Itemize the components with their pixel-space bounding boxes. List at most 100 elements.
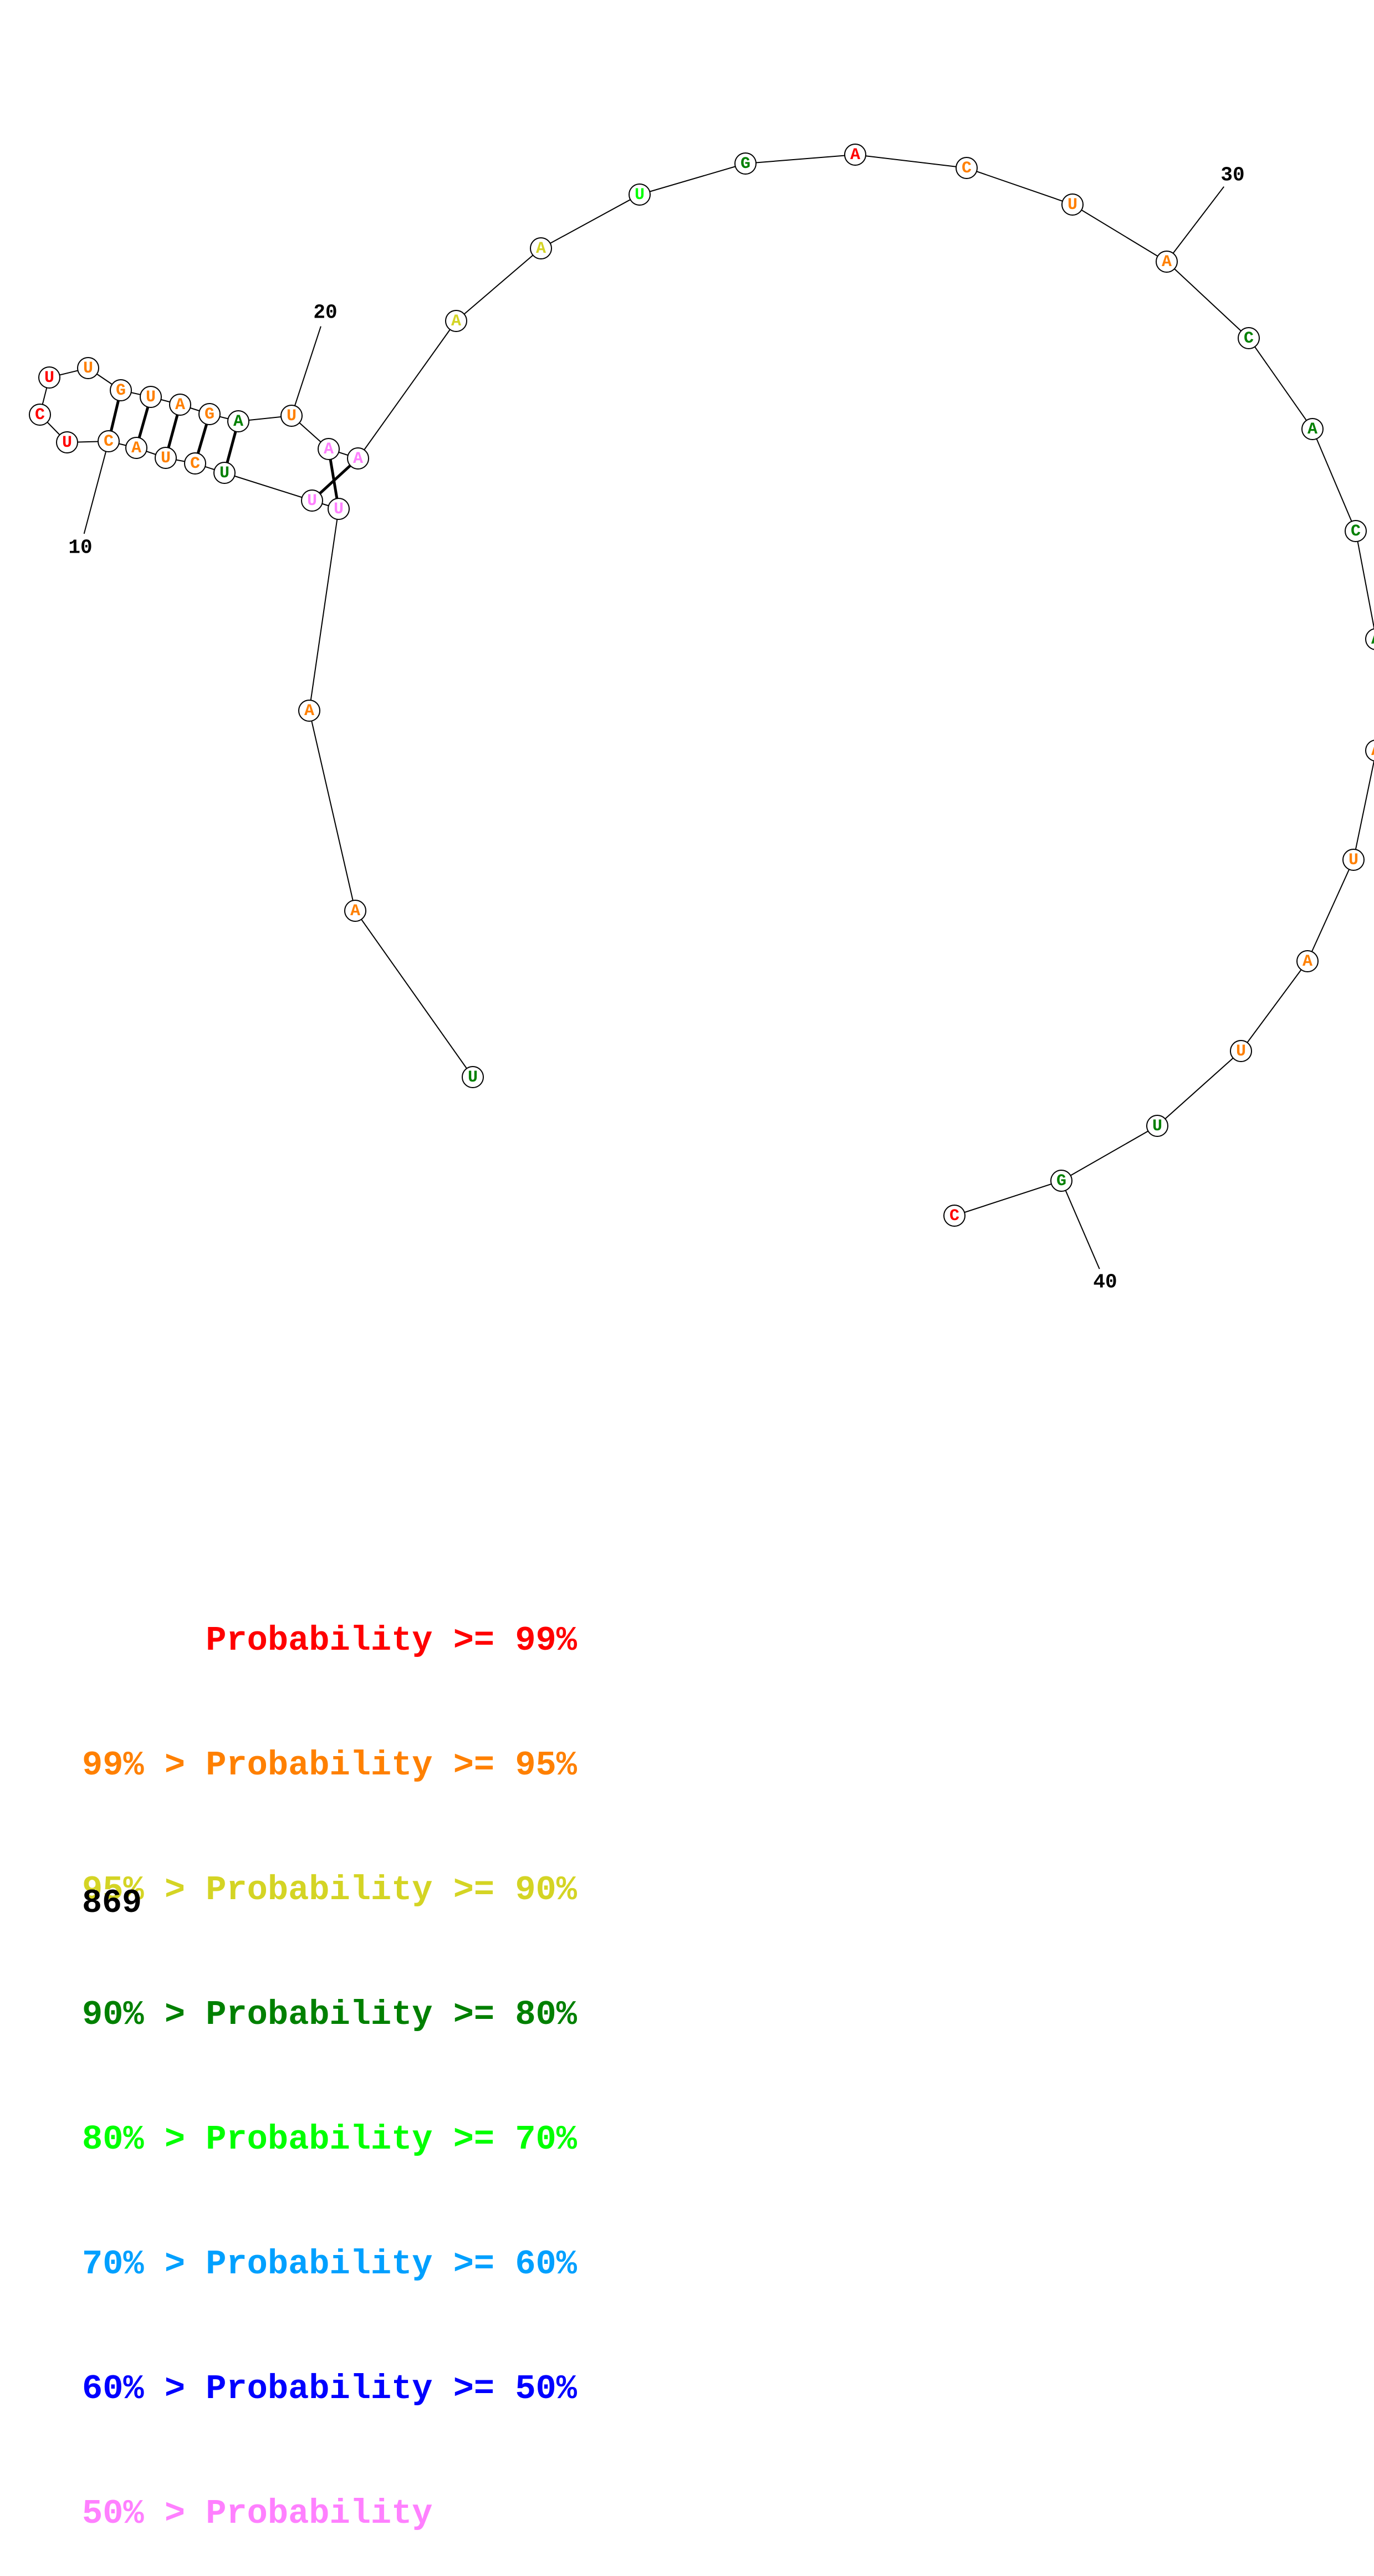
base-pair-bond	[167, 414, 179, 448]
nucleotide-circle	[344, 900, 366, 922]
nucleotide-14: U	[77, 357, 99, 379]
nucleotide-circle	[98, 430, 120, 452]
legend-text: Probability >= 80%	[206, 1995, 577, 2034]
nucleotide-circle	[328, 498, 350, 520]
index-tick	[83, 451, 107, 534]
nucleotide-circle	[1230, 1040, 1252, 1062]
backbone-segment	[1355, 530, 1374, 631]
nucleotides: UAAUUUCUACUCUUGUAGAUAAAAUGACUACACAAUAUUG…	[29, 144, 1374, 1227]
nucleotide-2: A	[344, 900, 366, 922]
index-tick	[1172, 186, 1225, 254]
backbone-segment	[309, 508, 339, 711]
nucleotide-32: A	[1301, 418, 1324, 440]
base-pair-bond	[137, 406, 150, 438]
legend-text: Probability >= 50%	[206, 2369, 577, 2409]
nucleotide-letter: U	[1152, 1117, 1162, 1136]
legend-row-7: 50% > Probability	[82, 2493, 577, 2534]
nucleotide-circle	[844, 144, 866, 166]
legend-prefix: 50% >	[82, 2494, 206, 2533]
nucleotide-28: C	[956, 157, 978, 179]
nucleotide-21: A	[318, 438, 340, 460]
nucleotide-25: U	[629, 183, 651, 206]
nucleotide-circle	[125, 437, 147, 459]
legend-row-2: 95% > Probability >= 90%	[82, 1869, 577, 1911]
nucleotide-circle	[1156, 251, 1178, 273]
nucleotide-3: A	[298, 700, 320, 722]
nucleotide-circle	[1296, 950, 1319, 972]
nucleotide-36: U	[1342, 849, 1365, 871]
nucleotide-letter: C	[104, 432, 114, 451]
backbone-segment	[1166, 261, 1249, 339]
nucleotide-letter: U	[83, 359, 93, 378]
legend-prefix: 80% >	[82, 2120, 206, 2159]
backbone	[39, 154, 1374, 1216]
nucleotide-12: C	[29, 404, 51, 426]
nucleotide-letter: U	[1349, 851, 1358, 870]
backbone-segment	[309, 710, 356, 911]
nucleotide-letter: U	[635, 186, 645, 205]
index-ticks: 10 20 30 40	[68, 164, 1244, 1294]
nucleotide-circle	[734, 152, 757, 175]
nucleotide-circle	[1050, 1170, 1072, 1192]
nucleotide-letter: A	[350, 902, 360, 921]
nucleotide-letter: U	[219, 464, 229, 483]
nucleotide-circle	[943, 1205, 966, 1227]
backbone-segment	[1072, 204, 1167, 262]
nucleotide-37: A	[1296, 950, 1319, 972]
nucleotide-circle	[110, 379, 132, 401]
nucleotide-circle	[1238, 327, 1260, 349]
nucleotide-circle	[227, 410, 249, 432]
base-pairs	[109, 400, 351, 499]
backbone-segment	[355, 910, 473, 1078]
nucleotide-circle	[1365, 739, 1374, 762]
nucleotide-31: C	[1238, 327, 1260, 349]
nucleotide-letter: U	[146, 388, 156, 407]
legend-prefix: 90% >	[82, 1995, 206, 2034]
nucleotide-letter: C	[190, 455, 200, 473]
nucleotide-letter: G	[116, 381, 126, 400]
backbone-segment	[1157, 1050, 1242, 1126]
nucleotide-18: G	[198, 403, 221, 425]
nucleotide-letter: U	[1067, 196, 1077, 215]
nucleotide-letter: C	[1244, 329, 1254, 348]
nucleotide-letter: A	[304, 702, 314, 721]
legend-text: Probability >= 70%	[206, 2120, 577, 2159]
nucleotide-33: C	[1345, 520, 1367, 542]
nucleotide-35: A	[1365, 739, 1374, 762]
backbone-segment	[966, 167, 1073, 205]
nucleotide-letter: A	[233, 412, 243, 431]
nucleotide-circle	[38, 366, 60, 389]
backbone-segment	[540, 194, 640, 249]
nucleotide-circle	[280, 405, 303, 427]
legend-text: Probability >= 99%	[144, 1621, 577, 1660]
legend-row-6: 60% > Probability >= 50%	[82, 2368, 577, 2410]
nucleotide-letter: U	[62, 433, 72, 452]
legend-text: Probability >= 90%	[206, 1870, 577, 1910]
nucleotide-letter: U	[1236, 1042, 1246, 1061]
nucleotide-circle	[1301, 418, 1324, 440]
nucleotide-letter: U	[307, 492, 317, 511]
backbone-segment	[1307, 859, 1354, 962]
nucleotide-16: U	[140, 386, 162, 408]
nucleotide-circle	[1345, 520, 1367, 542]
nucleotide-24: A	[530, 237, 552, 259]
nucleotide-letter: A	[131, 439, 141, 458]
nucleotide-circle	[56, 431, 78, 453]
nucleotide-circle	[347, 447, 369, 470]
backbone-segment	[1061, 1125, 1158, 1181]
legend-row-5: 70% > Probability >= 60%	[82, 2243, 577, 2285]
legend-row-0: Probability >= 99%	[82, 1620, 577, 1661]
legend-prefix	[82, 1621, 144, 1660]
nucleotide-letter: A	[1371, 742, 1374, 761]
nucleotide-circle	[530, 237, 552, 259]
nucleotide-27: A	[844, 144, 866, 166]
legend-row-1: 99% > Probability >= 95%	[82, 1744, 577, 1786]
nucleotide-circle	[140, 386, 162, 408]
legend-text: Probability >= 95%	[206, 1746, 577, 1785]
base-pair-bond	[196, 424, 208, 454]
legend-prefix: 60% >	[82, 2369, 206, 2409]
nucleotide-circle	[213, 462, 236, 484]
nucleotide-letter: G	[205, 405, 214, 424]
nucleotide-29: U	[1061, 193, 1084, 216]
